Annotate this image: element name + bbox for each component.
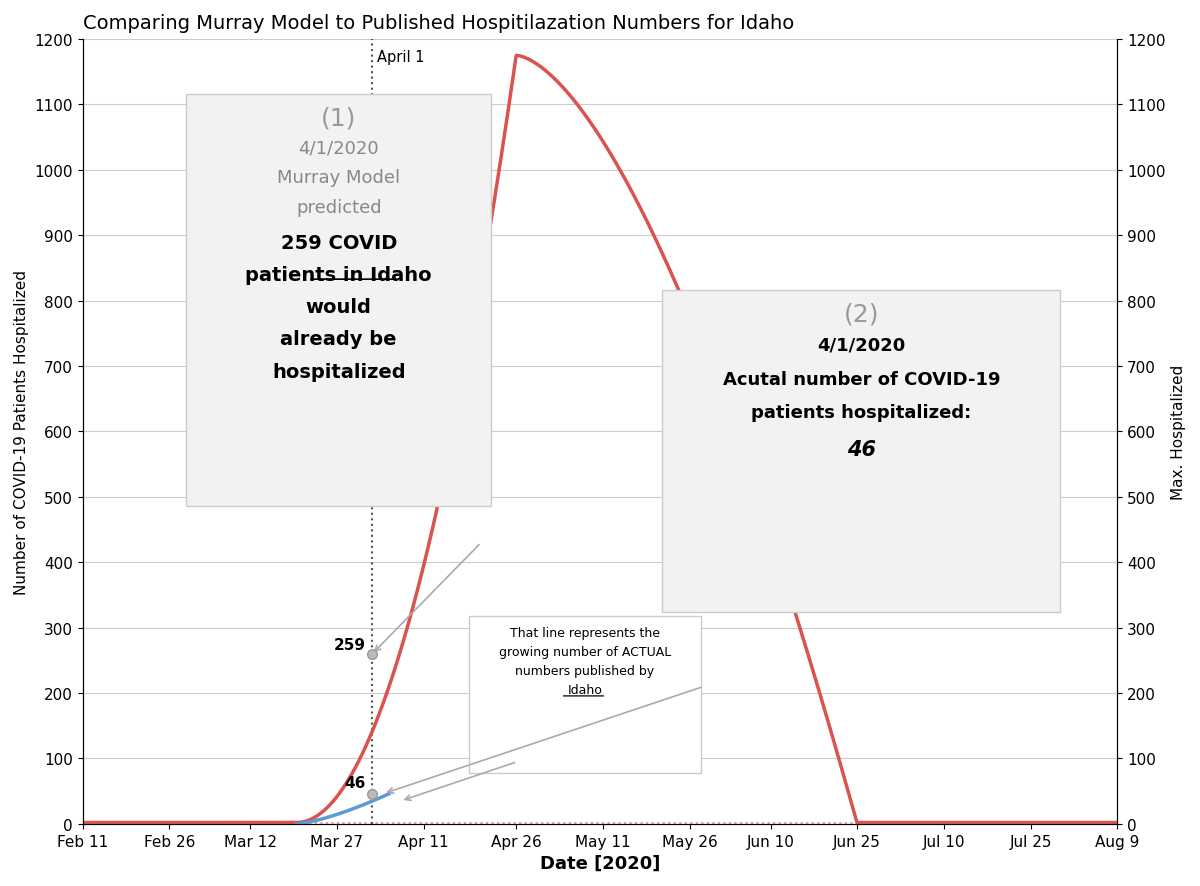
Text: 4/1/2020: 4/1/2020: [817, 337, 905, 354]
Text: April 1: April 1: [378, 50, 425, 65]
Text: (1): (1): [322, 106, 356, 130]
X-axis label: Date [2020]: Date [2020]: [540, 854, 660, 872]
Text: That line represents the: That line represents the: [510, 626, 660, 640]
FancyBboxPatch shape: [662, 291, 1061, 612]
Text: Idaho: Idaho: [568, 683, 602, 696]
Text: predicted: predicted: [296, 199, 382, 217]
Text: Comparing Murray Model to Published Hospitilazation Numbers for Idaho: Comparing Murray Model to Published Hosp…: [83, 14, 794, 33]
Text: patients in Idaho: patients in Idaho: [246, 266, 432, 284]
Text: Acutal number of COVID-19: Acutal number of COVID-19: [722, 370, 1000, 389]
Y-axis label: Max. Hospitalized: Max. Hospitalized: [1171, 364, 1186, 500]
Text: already be: already be: [281, 330, 397, 349]
Text: 4/1/2020: 4/1/2020: [299, 139, 379, 158]
Text: 46: 46: [344, 775, 366, 790]
Text: growing number of ACTUAL: growing number of ACTUAL: [499, 645, 671, 658]
Text: (2): (2): [844, 303, 880, 327]
FancyBboxPatch shape: [468, 616, 701, 773]
Text: 46: 46: [847, 439, 876, 460]
Text: Murray Model: Murray Model: [277, 169, 401, 187]
Text: 259: 259: [334, 638, 366, 653]
Y-axis label: Number of COVID-19 Patients Hospitalized: Number of COVID-19 Patients Hospitalized: [14, 269, 29, 595]
Text: patients hospitalized:: patients hospitalized:: [751, 404, 971, 422]
Text: would: would: [306, 298, 372, 317]
FancyBboxPatch shape: [186, 95, 491, 507]
Text: hospitalized: hospitalized: [272, 362, 406, 381]
Text: 259 COVID: 259 COVID: [281, 234, 397, 253]
Text: numbers published by: numbers published by: [516, 664, 654, 677]
